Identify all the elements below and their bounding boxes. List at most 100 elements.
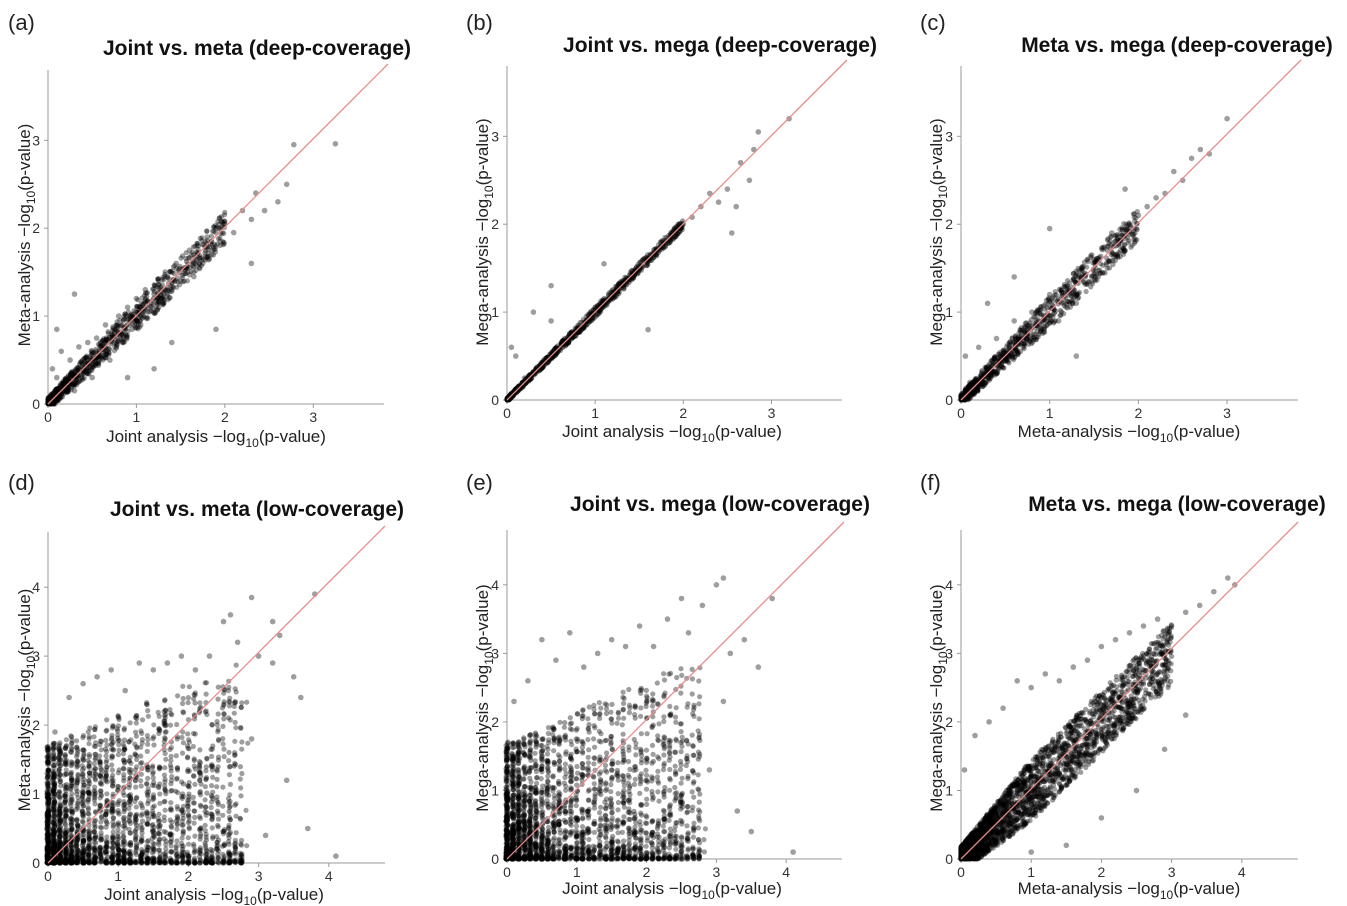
- point: [133, 804, 139, 810]
- point: [85, 339, 91, 346]
- point: [142, 286, 149, 293]
- x-tick-label: 0: [44, 409, 52, 425]
- point: [151, 742, 157, 748]
- point: [221, 239, 227, 245]
- point: [192, 814, 198, 821]
- point: [83, 354, 89, 360]
- point: [92, 817, 99, 823]
- point: [238, 793, 244, 799]
- point: [169, 270, 175, 276]
- point: [162, 698, 168, 704]
- point: [126, 805, 132, 812]
- point: [162, 750, 168, 757]
- point: [179, 849, 185, 855]
- point: [197, 814, 203, 820]
- point: [63, 381, 70, 387]
- point: [50, 746, 56, 752]
- point: [101, 352, 107, 358]
- point: [1079, 264, 1085, 270]
- x-tick-label: 1: [133, 409, 141, 425]
- point: [160, 300, 166, 306]
- point: [61, 384, 67, 390]
- point: [1058, 312, 1064, 318]
- point: [1069, 290, 1076, 296]
- point: [168, 777, 175, 784]
- point: [194, 256, 200, 262]
- point: [204, 254, 210, 260]
- point: [513, 353, 519, 359]
- point: [220, 784, 226, 790]
- point: [100, 357, 106, 363]
- point: [1117, 247, 1124, 254]
- point: [962, 353, 969, 359]
- point: [198, 258, 204, 264]
- point: [145, 741, 151, 747]
- point: [190, 244, 196, 250]
- point: [1015, 350, 1021, 356]
- point: [978, 381, 985, 387]
- point: [1108, 251, 1114, 258]
- point: [64, 387, 71, 393]
- point: [71, 388, 78, 394]
- point: [212, 241, 218, 247]
- point: [150, 763, 156, 769]
- point: [204, 711, 210, 718]
- point: [51, 399, 57, 405]
- point: [192, 833, 198, 839]
- point: [156, 299, 162, 305]
- point: [548, 318, 554, 324]
- point: [120, 318, 126, 324]
- y-tick-label: 0: [945, 392, 953, 408]
- point: [167, 722, 174, 728]
- point: [97, 780, 104, 787]
- point: [151, 734, 157, 740]
- x-tick-label: 4: [325, 868, 333, 884]
- point: [99, 355, 105, 361]
- point: [1153, 195, 1159, 201]
- point: [77, 360, 83, 366]
- point: [69, 761, 75, 767]
- point: [1100, 244, 1106, 251]
- point: [196, 769, 203, 775]
- point: [115, 337, 121, 343]
- point: [49, 392, 55, 398]
- point: [170, 284, 176, 290]
- point: [144, 843, 150, 850]
- point: [113, 344, 120, 350]
- point: [86, 752, 92, 758]
- point: [63, 388, 69, 394]
- point: [68, 387, 74, 393]
- point: [104, 791, 110, 797]
- point: [93, 335, 100, 341]
- point: [50, 788, 56, 795]
- point: [1033, 337, 1039, 343]
- point: [160, 274, 166, 280]
- point: [248, 216, 255, 223]
- point: [112, 340, 118, 346]
- point: [198, 803, 204, 810]
- point: [141, 309, 147, 315]
- point: [204, 237, 210, 243]
- point: [1091, 256, 1097, 263]
- point: [1121, 242, 1127, 248]
- point: [62, 762, 69, 768]
- x-tick-label: 0: [957, 405, 965, 421]
- point: [91, 761, 97, 767]
- point: [56, 394, 62, 400]
- point: [45, 400, 51, 406]
- point: [49, 391, 55, 397]
- point-cloud: [45, 141, 339, 407]
- point: [183, 250, 189, 256]
- point: [202, 253, 208, 259]
- point: [70, 382, 76, 388]
- point: [142, 292, 148, 298]
- point: [238, 841, 244, 847]
- point: [1032, 314, 1038, 320]
- point: [107, 334, 113, 340]
- point: [98, 770, 104, 777]
- point: [1046, 291, 1053, 298]
- point: [51, 393, 57, 399]
- point: [121, 766, 127, 772]
- point: [104, 819, 110, 825]
- point: [624, 282, 630, 288]
